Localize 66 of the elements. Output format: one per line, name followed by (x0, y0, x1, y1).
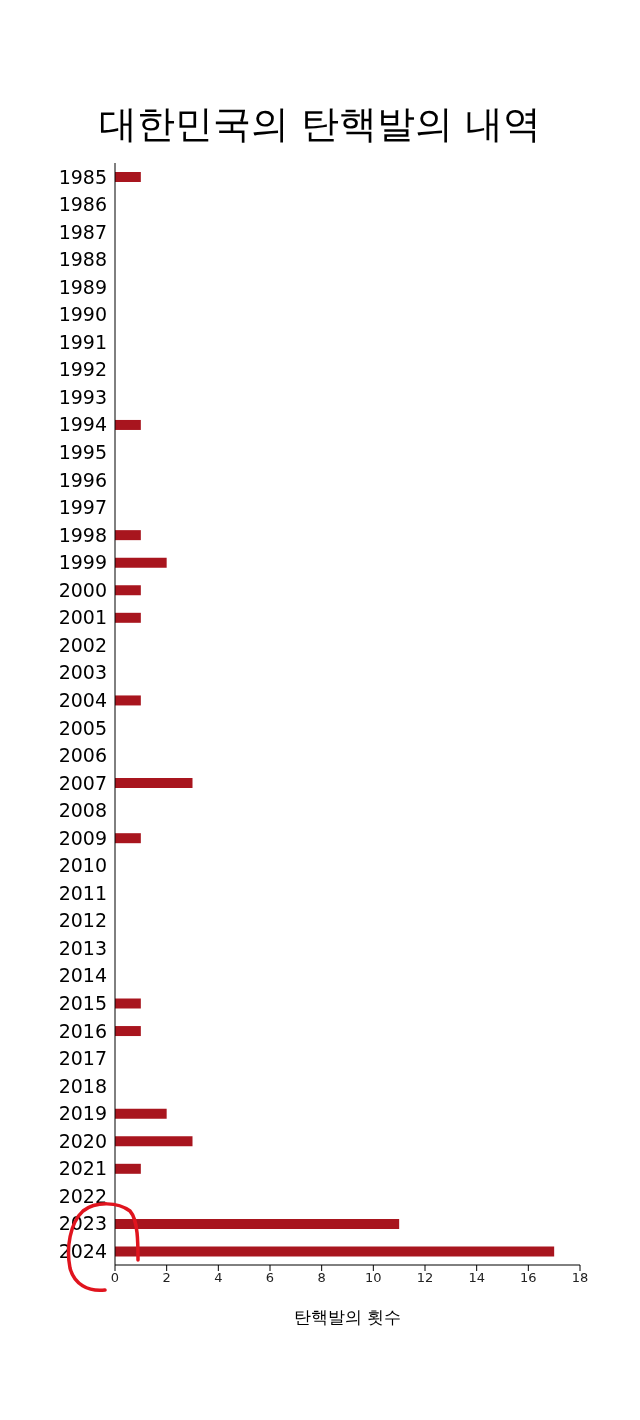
bar (115, 695, 141, 706)
y-tick-label: 2006 (58, 744, 107, 767)
y-tick-label: 2001 (58, 606, 107, 629)
y-tick-label: 2009 (58, 826, 107, 849)
x-tick-label: 14 (468, 1270, 485, 1286)
y-tick-label: 1986 (58, 193, 107, 216)
chart-title: 대한민국의 탄핵발의 내역 (97, 101, 543, 148)
y-tick-label: 1991 (58, 330, 107, 353)
y-tick-label: 2004 (58, 688, 107, 711)
y-tick-label: 2008 (58, 799, 107, 822)
x-tick-label: 18 (571, 1270, 589, 1286)
y-tick-label: 1989 (58, 275, 107, 298)
y-tick-label: 2015 (58, 992, 107, 1015)
y-tick-label: 2003 (58, 661, 107, 684)
y-tick-label: 2016 (58, 1019, 107, 1042)
x-tick-label: 4 (214, 1270, 223, 1286)
y-tick-label: 2011 (58, 881, 107, 904)
bar (115, 530, 141, 541)
x-tick-label: 12 (416, 1270, 434, 1286)
y-tick-label: 2021 (58, 1157, 107, 1180)
y-tick-label: 2012 (58, 909, 107, 932)
bar (115, 1246, 555, 1257)
bar (115, 833, 141, 844)
bar (115, 557, 167, 568)
y-tick-label: 1990 (58, 303, 107, 326)
y-tick-label: 2018 (58, 1074, 107, 1097)
x-tick-label: 8 (317, 1270, 326, 1286)
x-axis-title: 탄핵발의 횟수 (293, 1307, 402, 1327)
y-tick-label: 2020 (58, 1129, 107, 1152)
y-tick-label: 1985 (58, 165, 107, 188)
x-tick-label: 2 (162, 1270, 171, 1286)
x-tick-label: 6 (265, 1270, 275, 1286)
y-tick-label: 2017 (58, 1047, 107, 1070)
y-tick-label: 1997 (58, 496, 107, 519)
y-tick-label: 1998 (58, 523, 107, 546)
bar (115, 1218, 400, 1229)
y-tick-label: 2013 (58, 936, 107, 959)
y-tick-label: 2014 (58, 964, 107, 987)
y-tick-label: 1987 (58, 220, 107, 243)
x-tick-label: 16 (520, 1270, 537, 1286)
bar (115, 612, 141, 623)
y-tick-label: 1996 (58, 468, 107, 491)
y-tick-label: 2002 (58, 633, 107, 656)
bar (115, 172, 141, 182)
y-tick-label: 2000 (58, 578, 107, 601)
x-tick-label: 0 (110, 1270, 120, 1286)
bar (115, 1108, 167, 1119)
bar (115, 1136, 193, 1147)
x-tick-label: 10 (365, 1270, 382, 1286)
y-tick-label: 1992 (58, 358, 107, 381)
y-tick-label: 1993 (58, 385, 107, 408)
bar (115, 778, 193, 789)
bar (115, 1163, 141, 1174)
bar (115, 1026, 141, 1037)
y-tick-label: 2010 (58, 854, 107, 877)
y-tick-label: 1988 (58, 248, 107, 271)
bar (115, 419, 141, 430)
bar (115, 998, 141, 1009)
y-tick-label: 2005 (58, 716, 107, 739)
bar (115, 585, 141, 596)
y-tick-label: 2007 (58, 771, 107, 794)
y-tick-label: 2022 (58, 1184, 107, 1207)
y-tick-label: 1999 (58, 551, 107, 574)
y-tick-label: 1995 (58, 441, 107, 464)
y-tick-label: 1994 (58, 413, 107, 436)
y-tick-label: 2019 (58, 1102, 107, 1125)
